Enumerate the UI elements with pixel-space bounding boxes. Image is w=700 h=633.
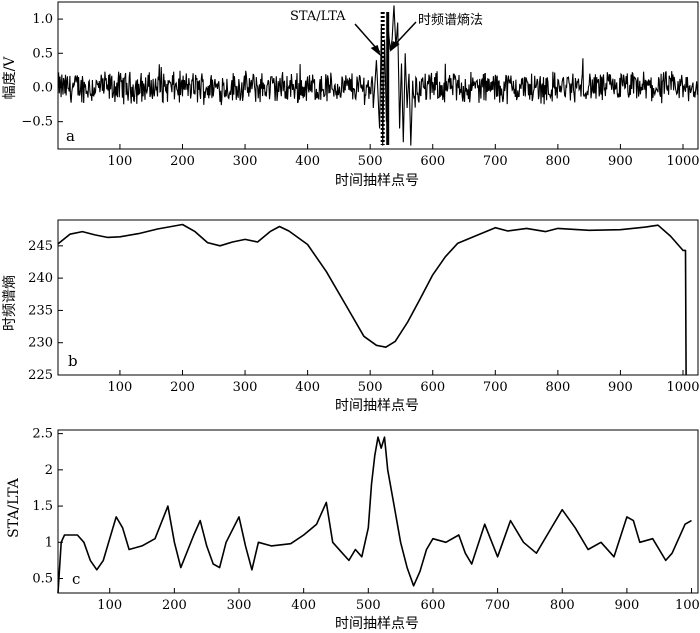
panel-c: 100 200 300 400 500 600 700 800 900 1000 0.5 1 1.5 2… <box>6 427 700 632</box>
y-tick-label: 1 <box>45 535 53 550</box>
panel-a-frame <box>57 1 699 150</box>
sta-lta-annotation: STA/LTA <box>290 9 346 24</box>
y-tick-label: 245 <box>28 239 53 254</box>
x-tick-label: 900 <box>608 380 633 395</box>
panel-c-ylabel: STA/LTA <box>6 477 22 538</box>
x-tick-label: 200 <box>170 154 195 169</box>
spectral-entropy-arrowhead <box>389 41 400 52</box>
x-tick-label: 900 <box>608 154 633 169</box>
y-tick-label: −0.5 <box>21 115 53 130</box>
panel-b-plot <box>57 223 687 376</box>
x-tick-label: 600 <box>421 598 446 613</box>
y-tick-label: 225 <box>28 368 53 383</box>
panel-c-plot <box>57 436 692 594</box>
y-tick-label: 2 <box>45 463 53 478</box>
panel-a-xlabel: 时间抽样点号 <box>335 173 419 189</box>
x-tick-label: 700 <box>485 598 510 613</box>
panel-c-x-ticks: 100 200 300 400 500 600 700 800 900 1000 <box>97 588 700 613</box>
x-tick-label: 300 <box>233 380 258 395</box>
x-tick-label: 800 <box>545 380 570 395</box>
panel-b-x-ticks: 100 200 300 400 500 600 700 800 900 1000 <box>108 370 700 395</box>
panel-b-xlabel: 时间抽样点号 <box>335 398 419 414</box>
panel-c-frame <box>57 429 699 594</box>
panel-b-frame <box>57 219 699 376</box>
x-tick-label: 1000 <box>666 154 699 169</box>
waveform-series <box>57 5 699 146</box>
x-tick-label: 400 <box>295 380 320 395</box>
panel-b-ylabel: 时频谱熵 <box>2 275 18 331</box>
panel-a-plot <box>57 5 699 146</box>
x-tick-label: 900 <box>614 598 639 613</box>
x-tick-label: 1000 <box>666 380 699 395</box>
panel-c-xlabel: 时间抽样点号 <box>335 616 419 632</box>
x-tick-label: 500 <box>356 598 381 613</box>
sta-lta-arrowhead <box>370 45 381 56</box>
x-tick-label: 300 <box>227 598 252 613</box>
x-tick-label: 100 <box>108 380 133 395</box>
panel-a-letter: a <box>66 127 75 145</box>
panel-a-x-ticks: 100 200 300 400 500 600 700 800 900 1000 <box>108 144 700 169</box>
y-tick-label: 240 <box>28 271 53 286</box>
panel-b-letter: b <box>68 352 78 370</box>
sta-lta-series <box>57 436 692 594</box>
y-tick-label: 0.5 <box>32 572 53 587</box>
x-tick-label: 300 <box>233 154 258 169</box>
x-tick-label: 500 <box>358 154 383 169</box>
x-tick-label: 200 <box>162 598 187 613</box>
y-tick-label: 2.5 <box>32 427 53 442</box>
x-tick-label: 100 <box>108 154 133 169</box>
panel-a: 100 200 300 400 500 600 700 800 900 1000 −0.5 0.0 0… <box>2 1 700 189</box>
panel-a-ylabel: 幅度/V <box>2 56 18 100</box>
panel-b: 100 200 300 400 500 600 700 800 900 1000 225 230 23… <box>2 219 700 414</box>
x-tick-label: 600 <box>420 154 445 169</box>
x-tick-label: 400 <box>291 598 316 613</box>
spectral-entropy-annotation: 时频谱熵法 <box>418 12 483 28</box>
y-tick-label: 1.5 <box>32 499 53 514</box>
x-tick-label: 400 <box>295 154 320 169</box>
x-tick-label: 600 <box>420 380 445 395</box>
panel-b-y-ticks: 225 230 235 240 245 <box>28 239 63 383</box>
x-tick-label: 700 <box>483 154 508 169</box>
x-tick-label: 200 <box>170 380 195 395</box>
entropy-series <box>57 223 687 376</box>
x-tick-label: 800 <box>550 598 575 613</box>
x-tick-label: 100 <box>97 598 122 613</box>
panel-a-y-ticks: −0.5 0.0 0.5 1.0 <box>21 12 63 130</box>
y-tick-label: 0.5 <box>32 46 53 61</box>
panel-a-markers <box>354 12 417 145</box>
y-tick-label: 0.0 <box>32 80 53 95</box>
panel-c-y-ticks: 0.5 1 1.5 2 2.5 <box>32 427 63 587</box>
x-tick-label: 500 <box>358 380 383 395</box>
x-tick-label: 800 <box>545 154 570 169</box>
x-tick-label: 1000 <box>675 598 700 613</box>
y-tick-label: 230 <box>28 336 53 351</box>
y-tick-label: 1.0 <box>32 12 53 27</box>
x-tick-label: 700 <box>483 380 508 395</box>
y-tick-label: 235 <box>28 303 53 318</box>
panel-c-letter: c <box>72 570 80 588</box>
